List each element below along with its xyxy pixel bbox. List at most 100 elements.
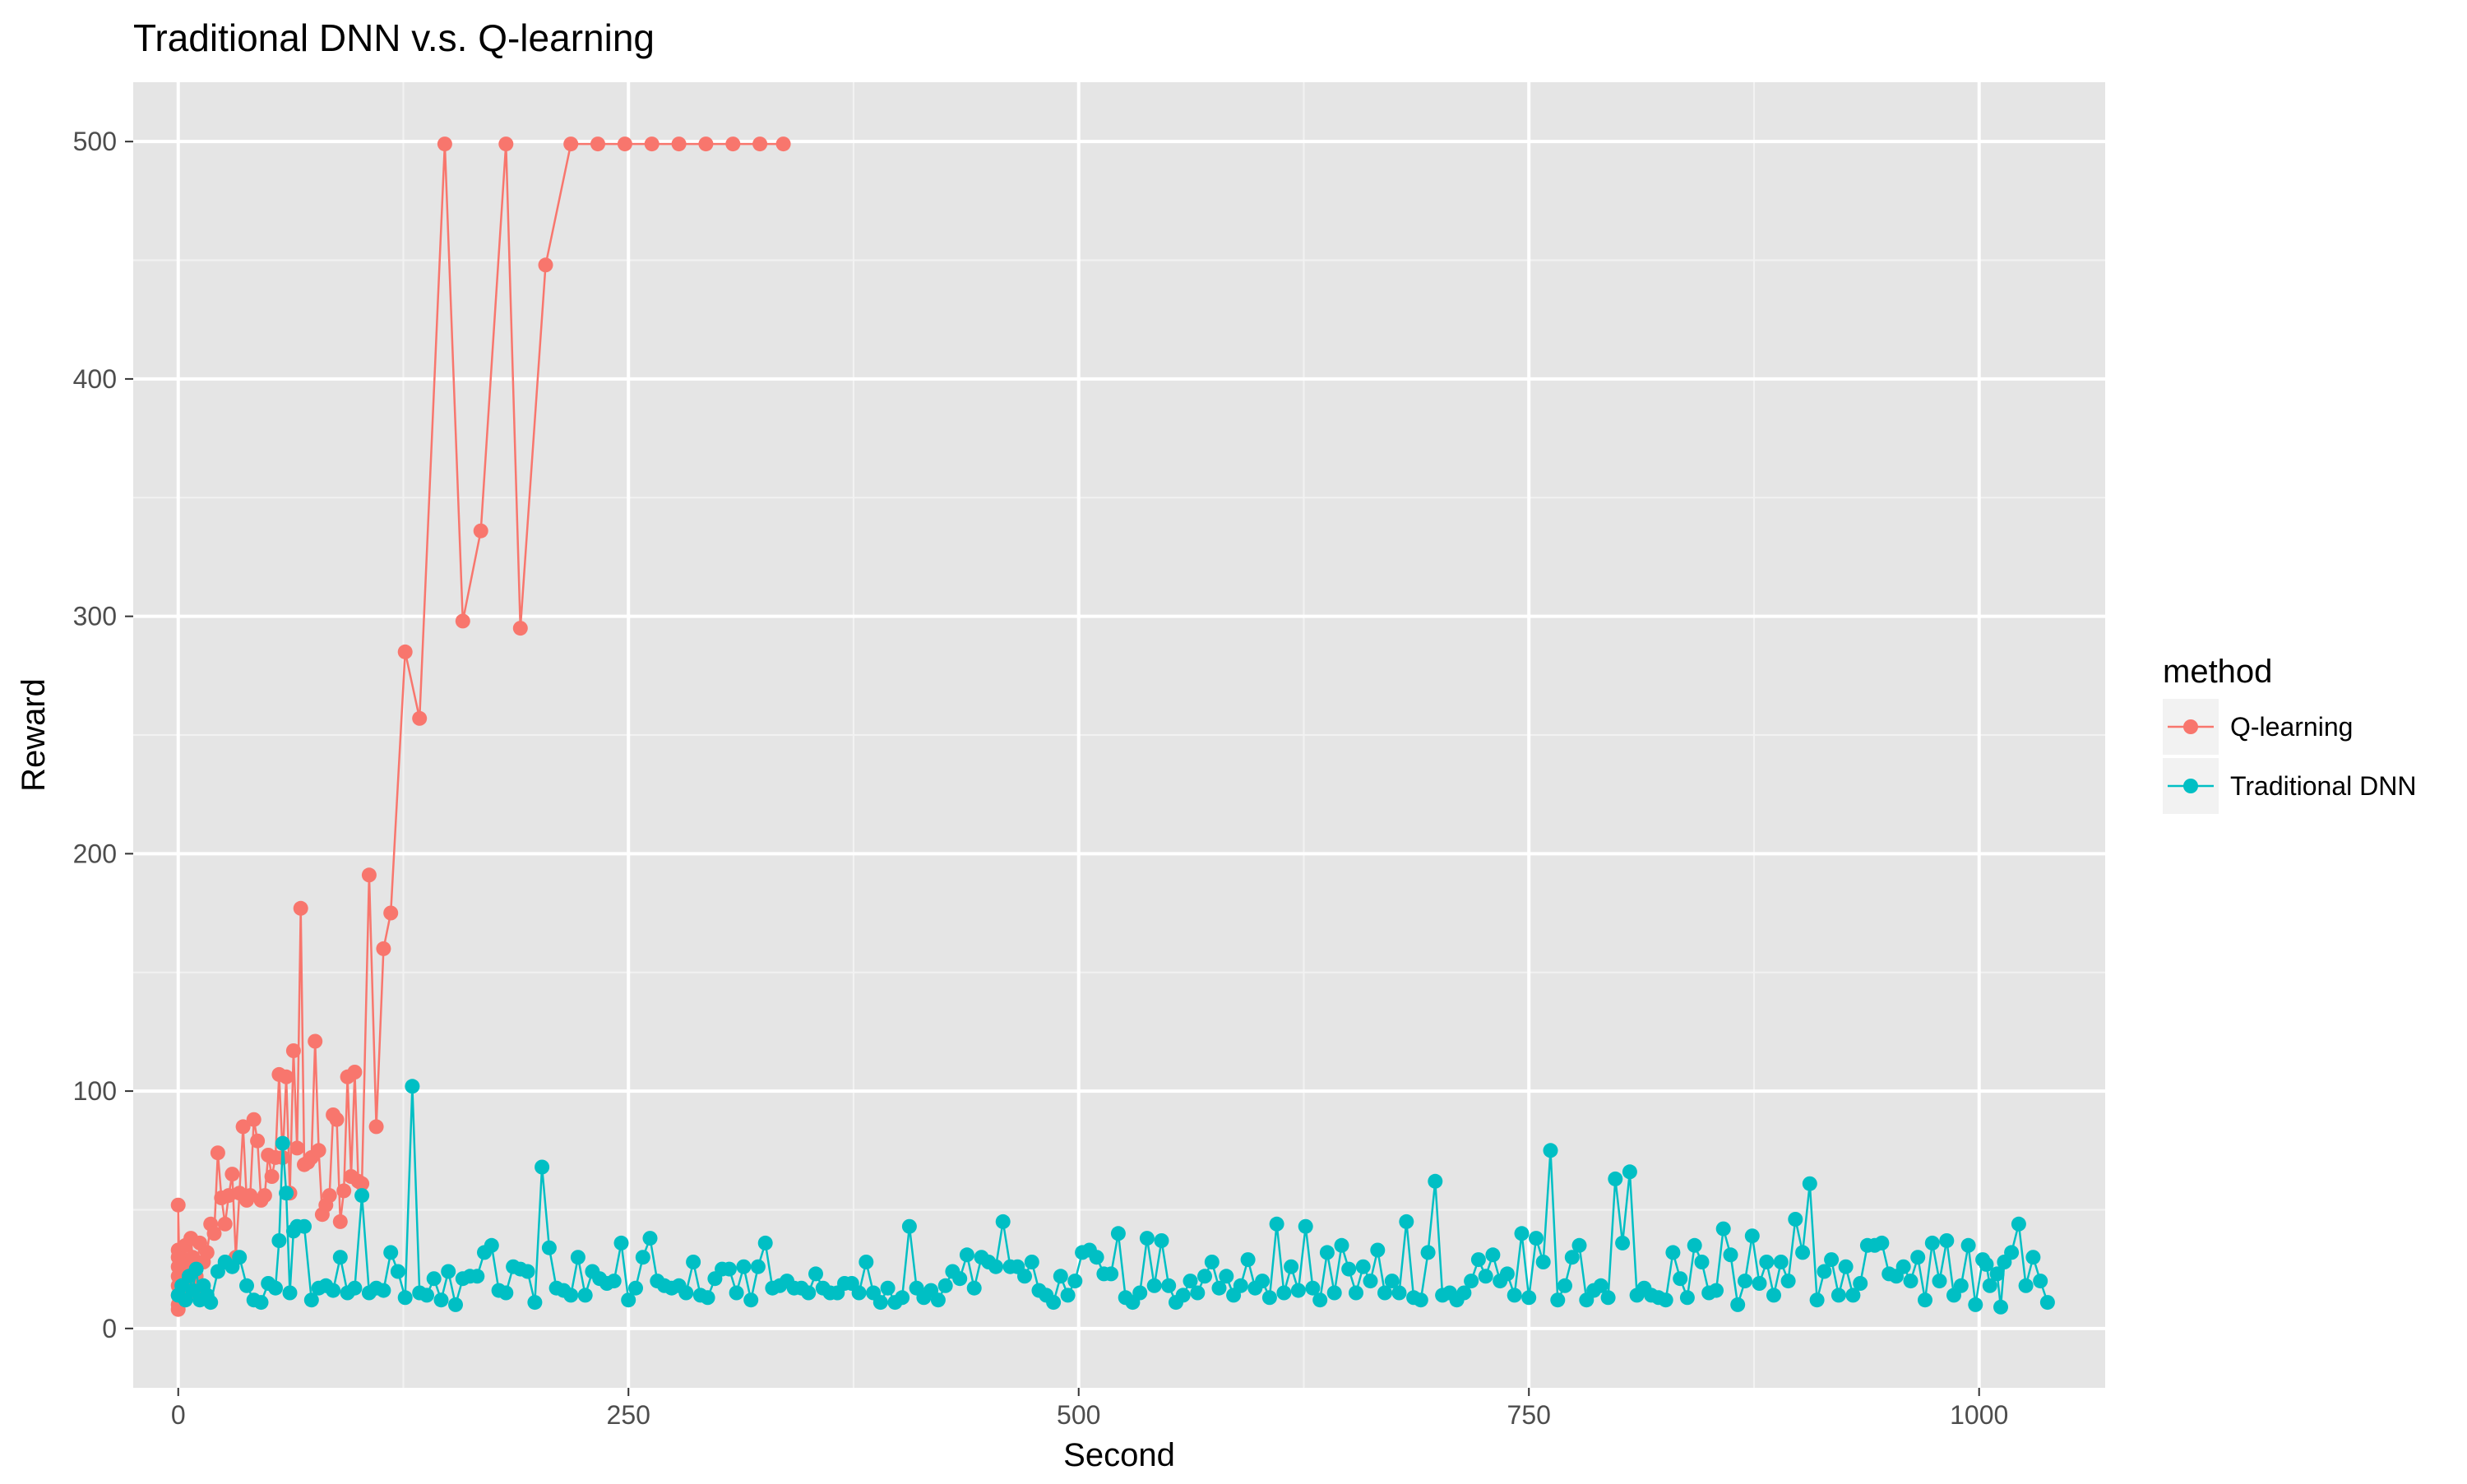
data-point (1355, 1259, 1371, 1274)
data-point (268, 1280, 283, 1296)
data-point (617, 136, 632, 152)
data-point (1953, 1278, 1969, 1293)
data-point (1802, 1176, 1817, 1191)
data-point (1918, 1292, 1932, 1308)
data-point (332, 1250, 348, 1265)
series-layer (170, 136, 2055, 1317)
data-point (1211, 1280, 1227, 1296)
data-point (484, 1237, 499, 1253)
data-point (700, 1290, 715, 1306)
data-point (520, 1264, 535, 1279)
data-point (757, 1235, 773, 1251)
data-point (1687, 1237, 1702, 1253)
y-tick-label: 100 (73, 1076, 117, 1106)
data-point (613, 1235, 629, 1251)
data-point (1960, 1237, 1976, 1253)
data-point (188, 1261, 204, 1277)
data-point (538, 257, 553, 273)
data-point (988, 1259, 1003, 1274)
data-point (1780, 1274, 1796, 1289)
data-point (937, 1278, 953, 1293)
data-point (1349, 1285, 1363, 1301)
data-point (1895, 1259, 1911, 1274)
data-point (563, 136, 579, 152)
data-point (851, 1285, 867, 1301)
data-point (995, 1214, 1011, 1229)
data-point (1183, 1274, 1198, 1289)
data-point (293, 900, 308, 916)
data-point (354, 1188, 370, 1204)
data-point (736, 1259, 752, 1274)
data-point (271, 1233, 287, 1248)
data-point (397, 1290, 413, 1306)
data-point (1853, 1276, 1868, 1291)
data-point (1190, 1285, 1206, 1301)
data-point (322, 1188, 337, 1204)
data-point (644, 136, 660, 152)
data-point (752, 136, 768, 152)
data-point (210, 1145, 225, 1161)
data-point (1845, 1288, 1861, 1303)
data-point (606, 1274, 622, 1289)
data-point (1154, 1233, 1169, 1248)
data-point (901, 1218, 917, 1234)
data-point (725, 136, 741, 152)
data-point (642, 1231, 658, 1246)
data-point (577, 1288, 593, 1303)
data-point (541, 1240, 557, 1255)
data-point (203, 1295, 219, 1311)
data-point (1903, 1274, 1919, 1289)
data-point (1831, 1288, 1846, 1303)
data-point (1535, 1255, 1551, 1269)
data-point (621, 1292, 636, 1308)
data-point (1067, 1274, 1083, 1289)
data-point (1622, 1164, 1637, 1180)
data-point (498, 1285, 514, 1301)
data-point (1290, 1283, 1306, 1298)
data-point (253, 1295, 269, 1311)
x-tick-label: 250 (607, 1400, 650, 1430)
data-point (1557, 1278, 1572, 1293)
data-point (570, 1250, 586, 1265)
data-point (437, 136, 452, 152)
data-point (1824, 1252, 1840, 1268)
legend-item: Q-learning (2163, 699, 2353, 755)
data-point (347, 1065, 363, 1079)
data-point (872, 1295, 888, 1311)
data-point (311, 1143, 326, 1158)
data-point (729, 1285, 744, 1301)
data-point (1615, 1235, 1631, 1251)
data-point (1326, 1285, 1342, 1301)
y-tick-label: 300 (73, 602, 117, 631)
data-point (397, 644, 413, 659)
data-point (1665, 1245, 1681, 1260)
data-point (217, 1216, 233, 1232)
data-point (1968, 1297, 1983, 1312)
data-point (1464, 1274, 1479, 1289)
data-point (1363, 1274, 1378, 1289)
data-point (383, 905, 399, 921)
data-point (206, 1226, 222, 1241)
data-point (1377, 1285, 1392, 1301)
data-point (1053, 1269, 1068, 1284)
data-point (1391, 1285, 1407, 1301)
data-point (1738, 1274, 1752, 1289)
data-point (279, 1069, 294, 1084)
y-tick-label: 400 (73, 364, 117, 394)
data-point (1284, 1259, 1299, 1274)
data-point (347, 1280, 363, 1296)
data-point (1132, 1285, 1148, 1301)
x-tick-label: 500 (1057, 1400, 1100, 1430)
data-point (1694, 1255, 1710, 1269)
data-point (1910, 1250, 1926, 1265)
x-tick-label: 1000 (1950, 1400, 2008, 1430)
data-point (1730, 1297, 1746, 1312)
legend: method Q-learning Traditional DNN (2163, 654, 2416, 814)
data-point (2018, 1278, 2034, 1293)
data-point (441, 1264, 456, 1279)
data-point (1795, 1245, 1811, 1260)
data-point (498, 136, 514, 152)
data-point (1370, 1242, 1386, 1258)
data-point (1932, 1274, 1947, 1289)
